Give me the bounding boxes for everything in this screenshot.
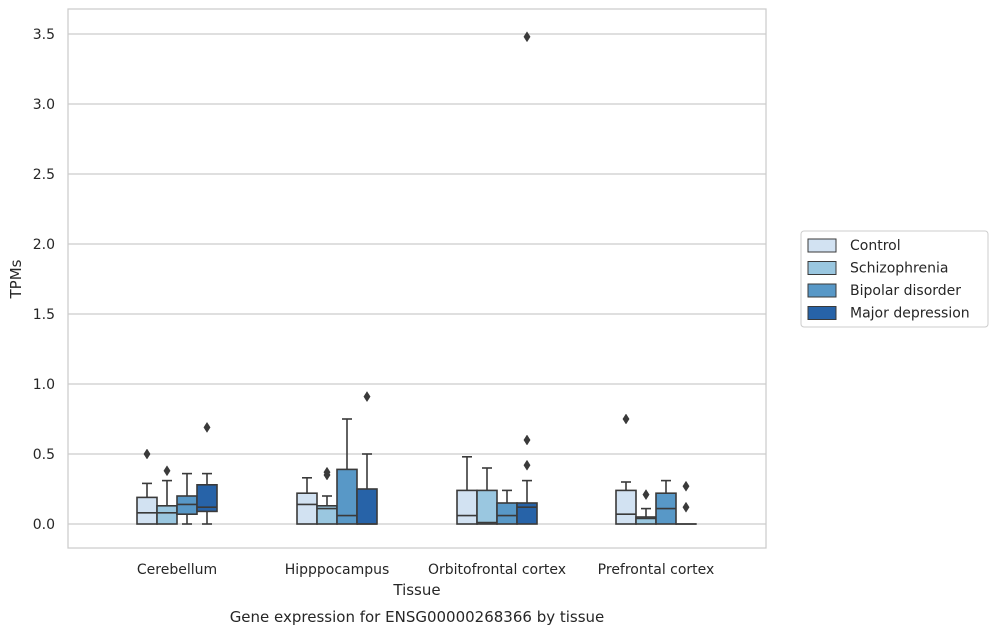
box [296, 476, 318, 525]
outlier-point [203, 421, 211, 433]
box-body [156, 504, 178, 525]
legend-swatch [807, 306, 837, 320]
box-body [516, 502, 538, 525]
outlier-point [682, 480, 690, 492]
outlier-point [523, 434, 531, 446]
box [156, 465, 178, 525]
outlier-point [363, 391, 371, 403]
legend-label: Control [850, 238, 901, 254]
y-tick-label: 1.5 [33, 307, 55, 323]
legend: Control Schizophrenia Bipolar disorder Majo… [800, 230, 989, 328]
box [456, 455, 478, 525]
legend-frame [800, 230, 989, 328]
outlier-point [682, 501, 690, 513]
outlier-point [622, 413, 630, 425]
y-axis-label: TPMs [7, 259, 25, 299]
box [136, 448, 158, 525]
box-body [196, 483, 218, 513]
box-body [296, 492, 318, 525]
legend-label: Bipolar disorder [850, 283, 961, 299]
box [356, 391, 378, 525]
plot-area-frame [67, 8, 767, 549]
box [496, 489, 518, 525]
box-body [456, 489, 478, 525]
x-tick-label: Orbitofrontal cortex [428, 562, 566, 578]
box [336, 418, 358, 525]
box [675, 480, 697, 525]
box-body [615, 489, 637, 525]
box-body [136, 496, 158, 525]
x-axis-ticks: Cerebellum Hipppocampus Orbitofrontal cort… [137, 562, 714, 578]
legend-swatch [807, 261, 837, 275]
y-tick-label: 2.0 [33, 237, 55, 253]
x-tick-label: Prefrontal cortex [598, 562, 715, 578]
box-body [476, 489, 498, 525]
outlier-point [523, 31, 531, 43]
box [316, 466, 338, 525]
outlier-point [523, 459, 531, 471]
outlier-point [163, 465, 171, 477]
y-tick-label: 3.5 [33, 27, 55, 43]
y-tick-label: 0.5 [33, 447, 55, 463]
x-tick-label: Hipppocampus [285, 562, 390, 578]
legend-swatch [807, 283, 837, 298]
y-tick-label: 2.5 [33, 167, 55, 183]
y-tick-label: 0.0 [33, 517, 55, 533]
box-body [496, 502, 518, 525]
box [655, 479, 677, 525]
x-axis-label: Tissue [392, 581, 440, 599]
outlier-point [323, 466, 331, 478]
legend-swatch [807, 238, 837, 253]
outlier-point [143, 448, 151, 460]
box-body [356, 488, 378, 525]
legend-label: Major depression [850, 306, 970, 322]
y-axis-ticks: 0.0 0.5 1.0 1.5 2.0 2.5 3.0 3.5 [33, 27, 55, 533]
legend-label: Schizophrenia [850, 261, 948, 277]
outlier-point [642, 489, 650, 501]
y-tick-label: 3.0 [33, 97, 55, 113]
box [635, 489, 657, 525]
y-tick-label: 1.0 [33, 377, 55, 393]
box [196, 421, 218, 525]
box [516, 31, 538, 525]
chart-caption: Gene expression for ENSG00000268366 by t… [230, 608, 605, 626]
box-series [136, 31, 697, 525]
box [615, 413, 637, 525]
grid-lines [68, 33, 766, 525]
box [176, 472, 198, 525]
box [476, 467, 498, 525]
x-tick-label: Cerebellum [137, 562, 217, 578]
